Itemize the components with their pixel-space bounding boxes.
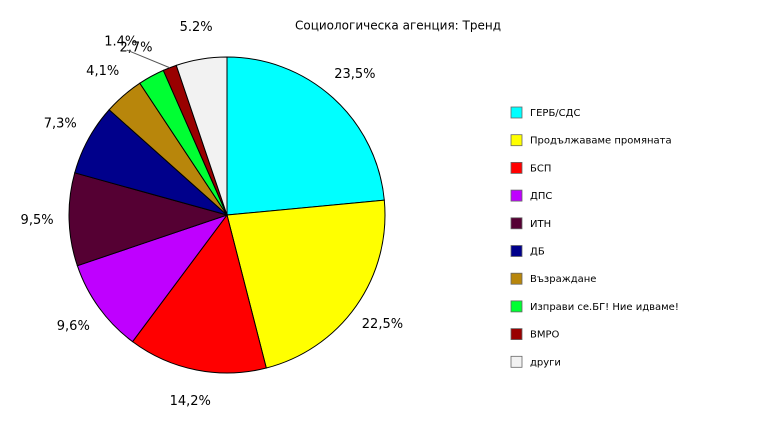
legend-swatch — [510, 355, 523, 368]
data-label: 14,2% — [170, 394, 211, 409]
leader-line — [126, 49, 170, 69]
legend-swatch — [510, 328, 523, 341]
data-label: 2,7% — [119, 41, 152, 56]
legend-swatch — [510, 161, 523, 174]
legend-swatch — [510, 272, 523, 285]
legend-label: ДБ — [530, 247, 545, 258]
legend-label: ИТН — [530, 219, 551, 230]
legend-label: Възраждане — [530, 274, 596, 285]
legend-swatch — [510, 106, 523, 119]
data-label: 23,5% — [334, 67, 375, 82]
pie-slice — [175, 56, 228, 216]
pie-slice — [131, 213, 267, 374]
legend-swatch — [510, 300, 523, 313]
data-label: 9,5% — [21, 213, 54, 228]
data-label: 9,6% — [57, 319, 90, 334]
pie-slice — [68, 172, 229, 267]
legend-swatch — [510, 217, 523, 230]
pie-slice — [226, 199, 386, 369]
data-label: 5.2% — [180, 20, 213, 35]
legend-label: Продължаваме промяната — [530, 136, 672, 147]
legend-swatch — [510, 134, 523, 147]
legend-label: Изправи се.БГ! Ние идваме! — [530, 302, 679, 313]
legend-swatch — [510, 189, 523, 202]
legend-label: ДПС — [530, 191, 552, 202]
legend-label: БСП — [530, 163, 551, 174]
legend-label: ГЕРБ/СДС — [530, 108, 580, 119]
data-label: 7,3% — [44, 116, 77, 131]
legend-label: други — [530, 357, 561, 368]
legend-label: ВМРО — [530, 330, 560, 341]
pie-slice — [226, 56, 385, 216]
pie-slice — [76, 214, 229, 343]
data-label: 4,1% — [86, 64, 119, 79]
chart-title: Социологическа агенция: Тренд — [295, 19, 501, 33]
data-label: 1.4% — [104, 35, 137, 50]
data-label: 22,5% — [362, 317, 403, 332]
legend-swatch — [510, 245, 523, 257]
